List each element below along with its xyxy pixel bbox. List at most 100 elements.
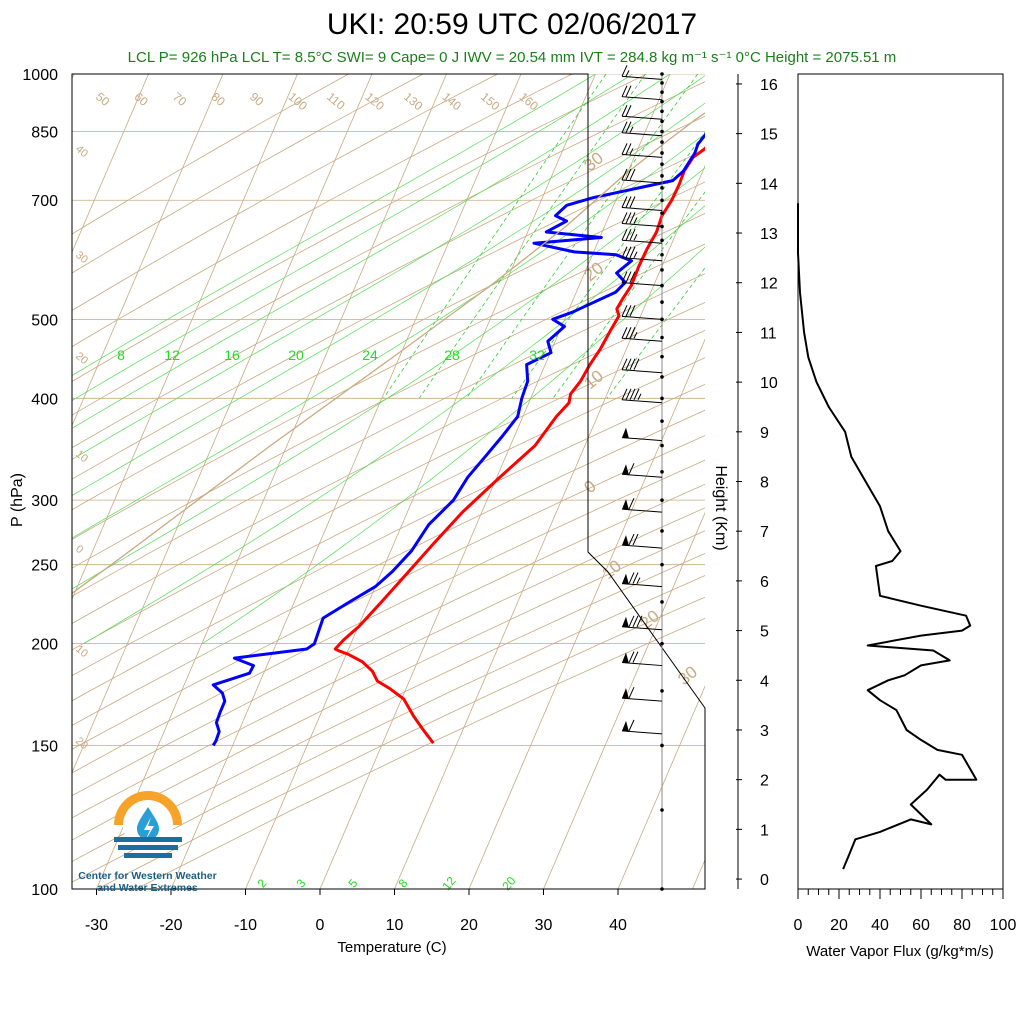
wind-barb-flag [625, 105, 632, 117]
logo-text-line2: and Water Extremes [97, 882, 198, 894]
wind-barb-flag [625, 358, 632, 370]
wind-barb-flag [625, 246, 632, 258]
wind-level-dot [660, 90, 664, 94]
wind-barb-flag [628, 572, 635, 584]
moist-adiabat-line [72, 133, 705, 539]
isotherm-line [72, 74, 373, 774]
wind-level-dot [660, 140, 664, 144]
mixing-ratio-line [465, 74, 699, 399]
wind-barb [621, 388, 663, 404]
wind-barb-staff [621, 179, 663, 184]
mixing-ratio-label: 12 [439, 874, 459, 893]
wind-barb-flag [625, 327, 632, 339]
wind-barb-flag [625, 388, 632, 400]
wind-barb-flag [621, 305, 628, 317]
adiabat-label-left: 20 [73, 350, 90, 367]
wind-barb-flag [633, 388, 640, 400]
wind-barb [621, 358, 663, 374]
wind-barb [621, 196, 663, 212]
wind-barb-flag [628, 719, 635, 732]
stats-line: LCL P= 926 hPa LCL T= 8.5°C SWI= 9 Cape=… [127, 49, 897, 66]
wind-barb [621, 143, 663, 158]
adiabat-label-right: 30 [674, 662, 701, 689]
isotherm-label: 50 [93, 90, 112, 110]
wind-barb [621, 686, 663, 702]
wind-barb-flag [628, 686, 635, 699]
dry-adiabat-line [72, 243, 705, 569]
wind-barb [621, 246, 663, 262]
wind-level-dot [660, 283, 664, 288]
moist-adiabat-line [72, 74, 633, 401]
wind-barb-staff [621, 132, 663, 137]
wind-barb [621, 427, 663, 442]
wind-level-dot [660, 109, 664, 114]
wind-level-dot [660, 119, 664, 124]
flux-tick-label: 0 [794, 917, 803, 934]
height-tick-label: 0 [760, 872, 769, 889]
wind-barb-flag [625, 212, 632, 224]
wind-barb-flag [625, 168, 632, 181]
wind-barb-flag [629, 228, 636, 241]
isotherm-label: 70 [170, 90, 189, 110]
moist-adiabat-label: 12 [164, 347, 180, 363]
moist-adiabat-label: 28 [444, 347, 460, 363]
wind-barb-half-flag [637, 393, 642, 400]
height-tick-label: 16 [760, 77, 778, 94]
height-tick-label: 6 [760, 574, 769, 591]
logo-text: Center for Western Weather and Water Ext… [70, 870, 225, 894]
wind-level-dot [660, 689, 664, 693]
isotherm-line [96, 74, 447, 889]
isotherm-line [72, 74, 224, 427]
wind-barb [621, 105, 663, 120]
height-tick-label: 2 [760, 773, 769, 790]
wind-barb-flag [621, 327, 628, 339]
isotherm-label: 130 [401, 90, 426, 114]
moist-adiabat-line [72, 74, 671, 429]
wind-barb-flag [625, 305, 632, 317]
wind-barb-staff [621, 399, 663, 404]
wind-barb-flag [632, 615, 639, 627]
temperature-tick-label: 0 [316, 917, 325, 934]
temperature-line [333, 146, 705, 745]
adiabat-label-right: 10 [580, 366, 607, 393]
dry-adiabat-line [72, 357, 705, 677]
wind-barb-pennant [622, 720, 629, 732]
wind-barb-flag [621, 105, 628, 117]
wind-barb-half-flag [633, 233, 638, 241]
wind-barb-flag [621, 85, 628, 97]
dry-adiabat-line [72, 409, 705, 726]
wind-barb-flag [628, 615, 635, 627]
temperature-tick-label: -30 [85, 917, 108, 934]
wind-barb-staff [621, 96, 663, 101]
flux-tick-label: 20 [830, 917, 848, 934]
mixing-ratio-line [606, 267, 705, 399]
height-tick-label: 12 [760, 276, 778, 293]
adiabat-label-right: 20 [580, 258, 607, 285]
wind-barb-half-flag [629, 148, 634, 155]
wind-barb-staff [621, 207, 663, 212]
wind-level-dot [660, 129, 664, 134]
dry-adiabat-line [72, 81, 705, 416]
moist-adiabat-line [72, 75, 705, 460]
wind-level-dot [660, 335, 664, 340]
wind-barb [621, 651, 663, 667]
wind-level-dot [660, 354, 664, 359]
temperature-tick-label: 10 [386, 917, 404, 934]
wind-barb [621, 305, 663, 320]
isotherm-line [170, 74, 522, 889]
wind-barb [621, 615, 663, 631]
logo-text-line1: Center for Western Weather [78, 870, 217, 882]
flux-x-axis-title: Water Vapor Flux (g/kg*m/s) [806, 943, 994, 960]
dry-adiabat-line [72, 213, 705, 540]
wind-level-dot [660, 151, 664, 155]
pressure-tick-label: 200 [31, 637, 58, 654]
wind-barb-pennant [622, 652, 629, 664]
dry-adiabat-line [72, 435, 705, 750]
pressure-tick-label: 250 [31, 558, 58, 575]
wind-barb-half-flag [633, 251, 638, 258]
wind-barb-staff [621, 315, 663, 320]
wind-barb [621, 719, 663, 735]
temperature-tick-label: 40 [609, 917, 627, 934]
wind-level-dot [660, 419, 664, 423]
isotherm-label: 120 [363, 90, 388, 114]
